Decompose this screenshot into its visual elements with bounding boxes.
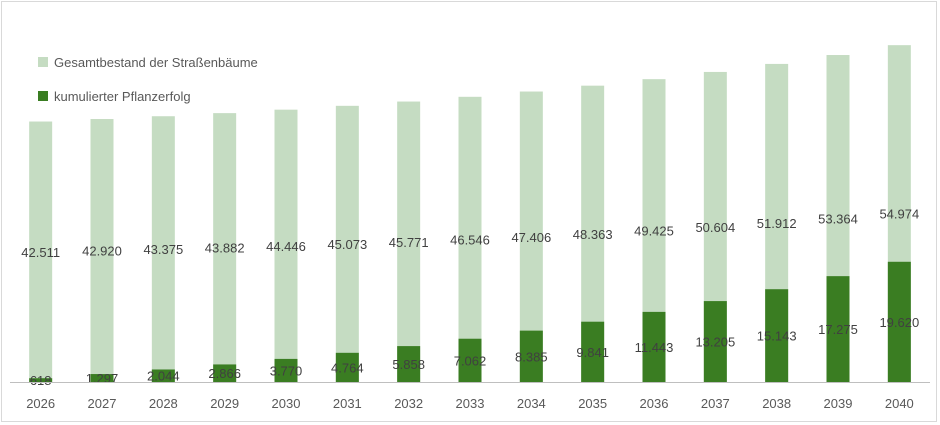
x-tick-label-2031: 2031: [333, 396, 362, 411]
data-label-planted-2030: 3.770: [270, 363, 303, 378]
bar-total-2036: [642, 79, 666, 382]
bar-total-2027: [90, 119, 114, 382]
data-label-total-2029: 43.882: [205, 241, 245, 256]
data-label-total-2035: 48.363: [573, 227, 613, 242]
bar-total-2033: [458, 96, 482, 383]
data-label-planted-2038: 15.143: [757, 329, 797, 344]
x-tick-label-2032: 2032: [394, 396, 423, 411]
data-label-total-2036: 49.425: [634, 224, 674, 239]
legend: Gesamtbestand der Straßenbäume kumuliert…: [38, 52, 258, 120]
bar-planted-2034: [519, 330, 543, 382]
data-label-planted-2033: 7.062: [454, 353, 487, 368]
data-label-total-2032: 45.771: [389, 235, 429, 250]
data-label-planted-2028: 2.044: [147, 369, 180, 384]
data-label-planted-2037: 13.205: [695, 335, 735, 350]
bar-total-2032: [397, 101, 421, 383]
data-label-planted-2032: 5.858: [392, 357, 425, 372]
bar-total-2035: [581, 85, 605, 382]
bar-total-2034: [519, 91, 543, 382]
bar-planted-2037: [703, 301, 727, 382]
data-label-planted-2026: 618: [30, 373, 52, 388]
bar-planted-2035: [581, 321, 605, 382]
data-label-planted-2031: 4.764: [331, 360, 364, 375]
x-tick-label-2026: 2026: [26, 396, 55, 411]
x-tick-label-2037: 2037: [701, 396, 730, 411]
data-label-total-2030: 44.446: [266, 239, 306, 254]
data-label-total-2034: 47.406: [511, 230, 551, 245]
data-label-planted-2034: 8.385: [515, 349, 548, 364]
x-tick-label-2029: 2029: [210, 396, 239, 411]
x-tick-label-2034: 2034: [517, 396, 546, 411]
x-tick-label-2028: 2028: [149, 396, 178, 411]
legend-item-planted: kumulierter Pflanzerfolg: [38, 86, 258, 106]
bar-planted-2036: [642, 311, 666, 382]
bar-total-2031: [335, 105, 359, 382]
data-label-total-2039: 53.364: [818, 212, 858, 227]
x-tick-label-2039: 2039: [824, 396, 853, 411]
x-tick-label-2027: 2027: [88, 396, 117, 411]
bar-planted-2026: [29, 378, 53, 382]
bar-planted-2029: [213, 364, 237, 382]
x-tick-label-2040: 2040: [885, 396, 914, 411]
bar-planted-2038: [765, 289, 789, 382]
data-label-total-2038: 51.912: [757, 216, 797, 231]
data-label-total-2037: 50.604: [695, 220, 735, 235]
bar-planted-2028: [151, 369, 175, 382]
bar-planted-2032: [397, 346, 421, 382]
legend-item-total: Gesamtbestand der Straßenbäume: [38, 52, 258, 72]
bar-total-2030: [274, 109, 298, 382]
data-label-total-2026: 42.511: [21, 245, 60, 260]
legend-label-planted: kumulierter Pflanzerfolg: [54, 88, 191, 104]
bar-planted-2040: [887, 261, 911, 382]
data-label-total-2027: 42.920: [82, 244, 122, 259]
data-label-planted-2027: 1.297: [86, 371, 119, 386]
bar-planted-2030: [274, 358, 298, 382]
legend-swatch-planted: [38, 91, 48, 101]
x-tick-label-2035: 2035: [578, 396, 607, 411]
bar-total-2029: [213, 113, 237, 382]
bar-total-2026: [29, 121, 53, 383]
data-label-planted-2039: 17.275: [818, 322, 858, 337]
legend-label-total: Gesamtbestand der Straßenbäume: [54, 54, 258, 70]
x-tick-label-2030: 2030: [272, 396, 301, 411]
bar-planted-2033: [458, 338, 482, 382]
data-label-total-2033: 46.546: [450, 232, 490, 247]
x-tick-label-2036: 2036: [640, 396, 669, 411]
data-label-planted-2035: 9.841: [576, 345, 609, 360]
data-label-total-2028: 43.375: [143, 242, 183, 257]
data-label-total-2031: 45.073: [327, 237, 367, 252]
bar-planted-2031: [335, 352, 359, 382]
legend-swatch-total: [38, 57, 48, 67]
data-label-planted-2029: 2.866: [208, 366, 241, 381]
bar-planted-2027: [90, 374, 114, 382]
bar-total-2028: [151, 116, 175, 382]
x-tick-label-2033: 2033: [456, 396, 485, 411]
data-label-planted-2036: 11.443: [635, 340, 674, 355]
data-label-total-2040: 54.974: [879, 207, 919, 222]
x-tick-label-2038: 2038: [762, 396, 791, 411]
bar-planted-2039: [826, 276, 850, 382]
data-label-planted-2040: 19.620: [879, 315, 919, 330]
